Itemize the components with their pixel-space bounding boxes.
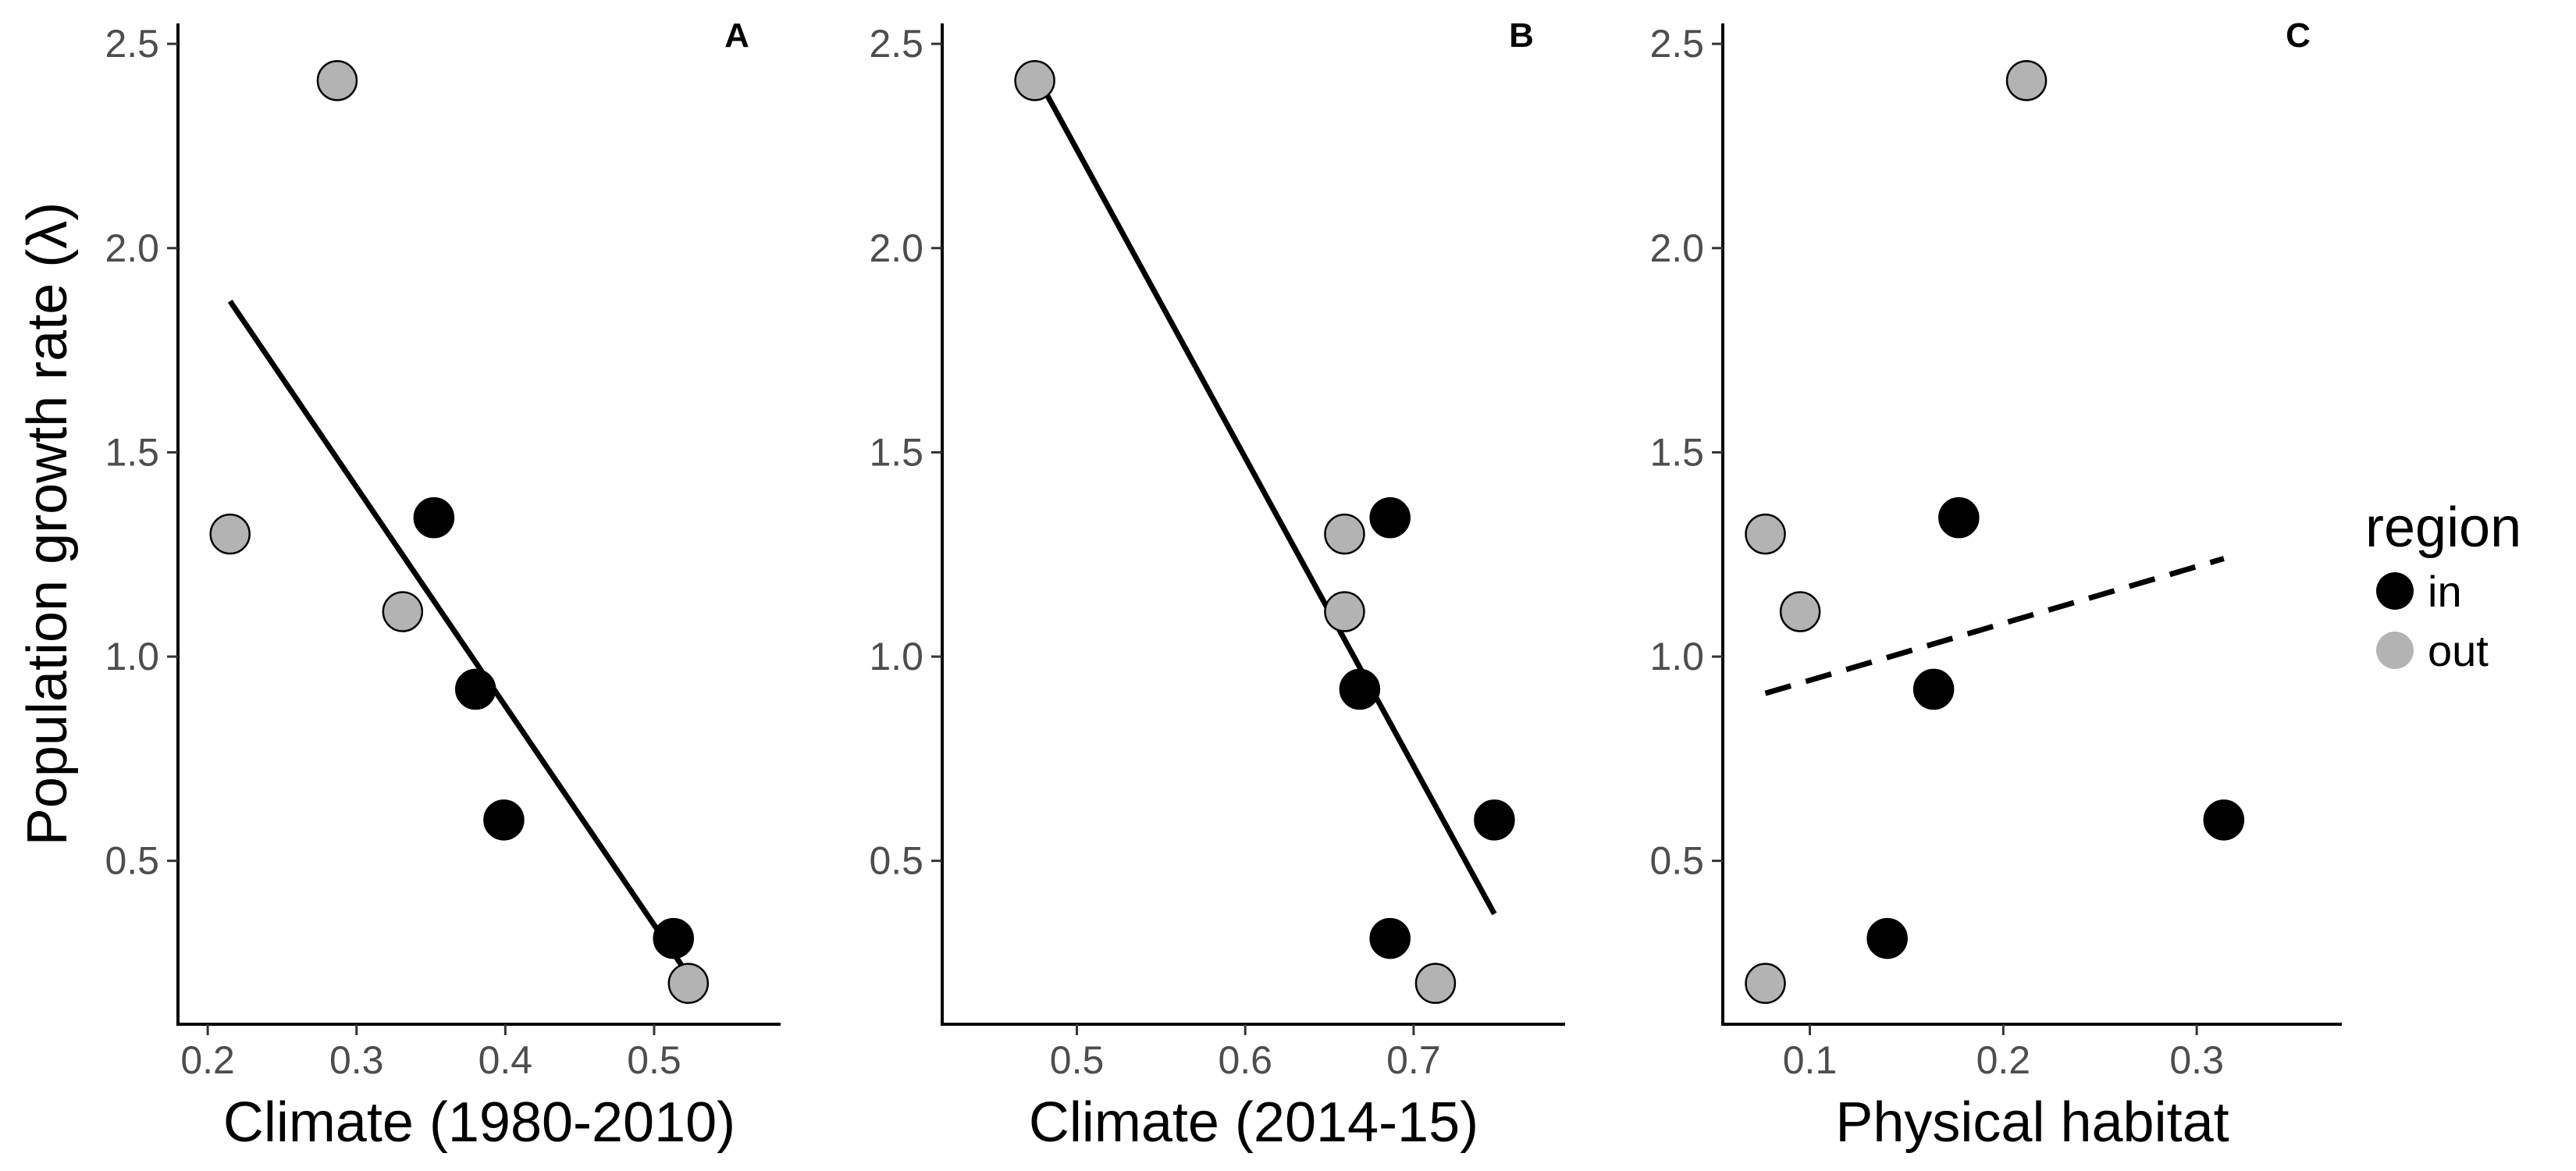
y-tick-label: 2.5: [105, 22, 159, 66]
y-axis-title: Population growth rate (λ): [16, 202, 79, 845]
legend-label-out: out: [2428, 626, 2489, 675]
panel-c: 0.5 1.0 1.5 2.0 2.5 0.1 0.2 0.3 Physical habitat…: [1649, 16, 2342, 1154]
data-point-in: [483, 799, 525, 841]
panels-group: 0.5 1.0 1.5 2.0 2.5 0.2 0.3 0.4 0.5 Climate (1980…: [105, 16, 2342, 1154]
data-point-in: [1912, 668, 1955, 710]
data-point-in: [2203, 799, 2245, 841]
data-point-in: [1474, 799, 1515, 841]
x-tick-label: 0.6: [1218, 1038, 1272, 1082]
y-tick-label: 0.5: [869, 839, 923, 883]
x-tick-label: 0.3: [329, 1038, 384, 1082]
data-point-out: [382, 591, 424, 632]
x-axis-title: Physical habitat: [1835, 1091, 2229, 1154]
data-point-out: [1745, 963, 1786, 1004]
x-tick-label: 0.4: [479, 1038, 533, 1082]
data-point-out: [316, 60, 358, 101]
data-point-out: [209, 513, 251, 555]
y-tick-label: 2.0: [869, 226, 923, 270]
y-tick-label: 2.5: [869, 22, 923, 66]
data-point-in: [1339, 668, 1381, 710]
y-tick-label: 2.0: [1649, 226, 1704, 270]
legend-swatch-in: [2376, 572, 2414, 610]
y-tick-label: 1.0: [869, 635, 923, 678]
legend-label-in: in: [2428, 567, 2462, 616]
y-tick-label: 0.5: [105, 839, 159, 883]
data-point-out: [1014, 60, 1055, 101]
data-point-in: [1369, 497, 1411, 539]
fit-line: [227, 299, 691, 977]
data-point-out: [1745, 513, 1786, 555]
x-tick-label: 0.1: [1783, 1038, 1838, 1082]
data-point-out: [667, 963, 710, 1004]
x-tick-label: 0.7: [1386, 1038, 1441, 1082]
y-tick-label: 1.5: [1649, 430, 1704, 474]
data-point-in: [1866, 917, 1908, 959]
x-tick-label: 0.5: [1050, 1038, 1105, 1082]
x-axis-title: Climate (2014-15): [1029, 1091, 1478, 1154]
data-point-out: [1779, 591, 1821, 632]
y-tick-label: 1.5: [869, 430, 923, 474]
data-point-out: [1414, 963, 1457, 1004]
legend-swatch-out: [2376, 632, 2414, 669]
panel-tag: C: [2286, 16, 2311, 55]
legend: region in out: [2365, 497, 2521, 675]
y-tick-label: 2.5: [1649, 22, 1704, 66]
y-tick-label: 0.5: [1649, 839, 1704, 883]
x-axis-title: Climate (1980-2010): [223, 1091, 735, 1154]
y-tick-label: 1.0: [1649, 635, 1704, 678]
data-point-out: [1324, 591, 1365, 632]
data-point-out: [1324, 513, 1365, 555]
panel-tag: B: [1509, 16, 1534, 55]
data-point-out: [2005, 60, 2048, 101]
panel-a: 0.5 1.0 1.5 2.0 2.5 0.2 0.3 0.4 0.5 Climate (1980…: [105, 16, 781, 1154]
panel-b: 0.5 1.0 1.5 2.0 2.5 0.5 0.6 0.7 Climate (2014-15…: [869, 16, 1565, 1154]
fit-line: [1764, 556, 2225, 696]
x-tick-label: 0.3: [2169, 1038, 2224, 1082]
fit-line: [1032, 71, 1497, 916]
data-point-in: [454, 668, 496, 710]
legend-title: region: [2365, 497, 2521, 559]
y-tick-label: 1.5: [105, 430, 159, 474]
y-tick-label: 2.0: [105, 226, 159, 270]
data-point-in: [413, 497, 455, 539]
x-tick-label: 0.2: [180, 1038, 235, 1082]
x-tick-label: 0.2: [1976, 1038, 2031, 1082]
data-point-in: [1938, 497, 1980, 539]
data-point-in: [1369, 917, 1411, 959]
y-tick-label: 1.0: [105, 635, 159, 678]
x-tick-label: 0.5: [627, 1038, 681, 1082]
data-point-in: [653, 917, 695, 959]
panel-tag: A: [724, 16, 749, 55]
